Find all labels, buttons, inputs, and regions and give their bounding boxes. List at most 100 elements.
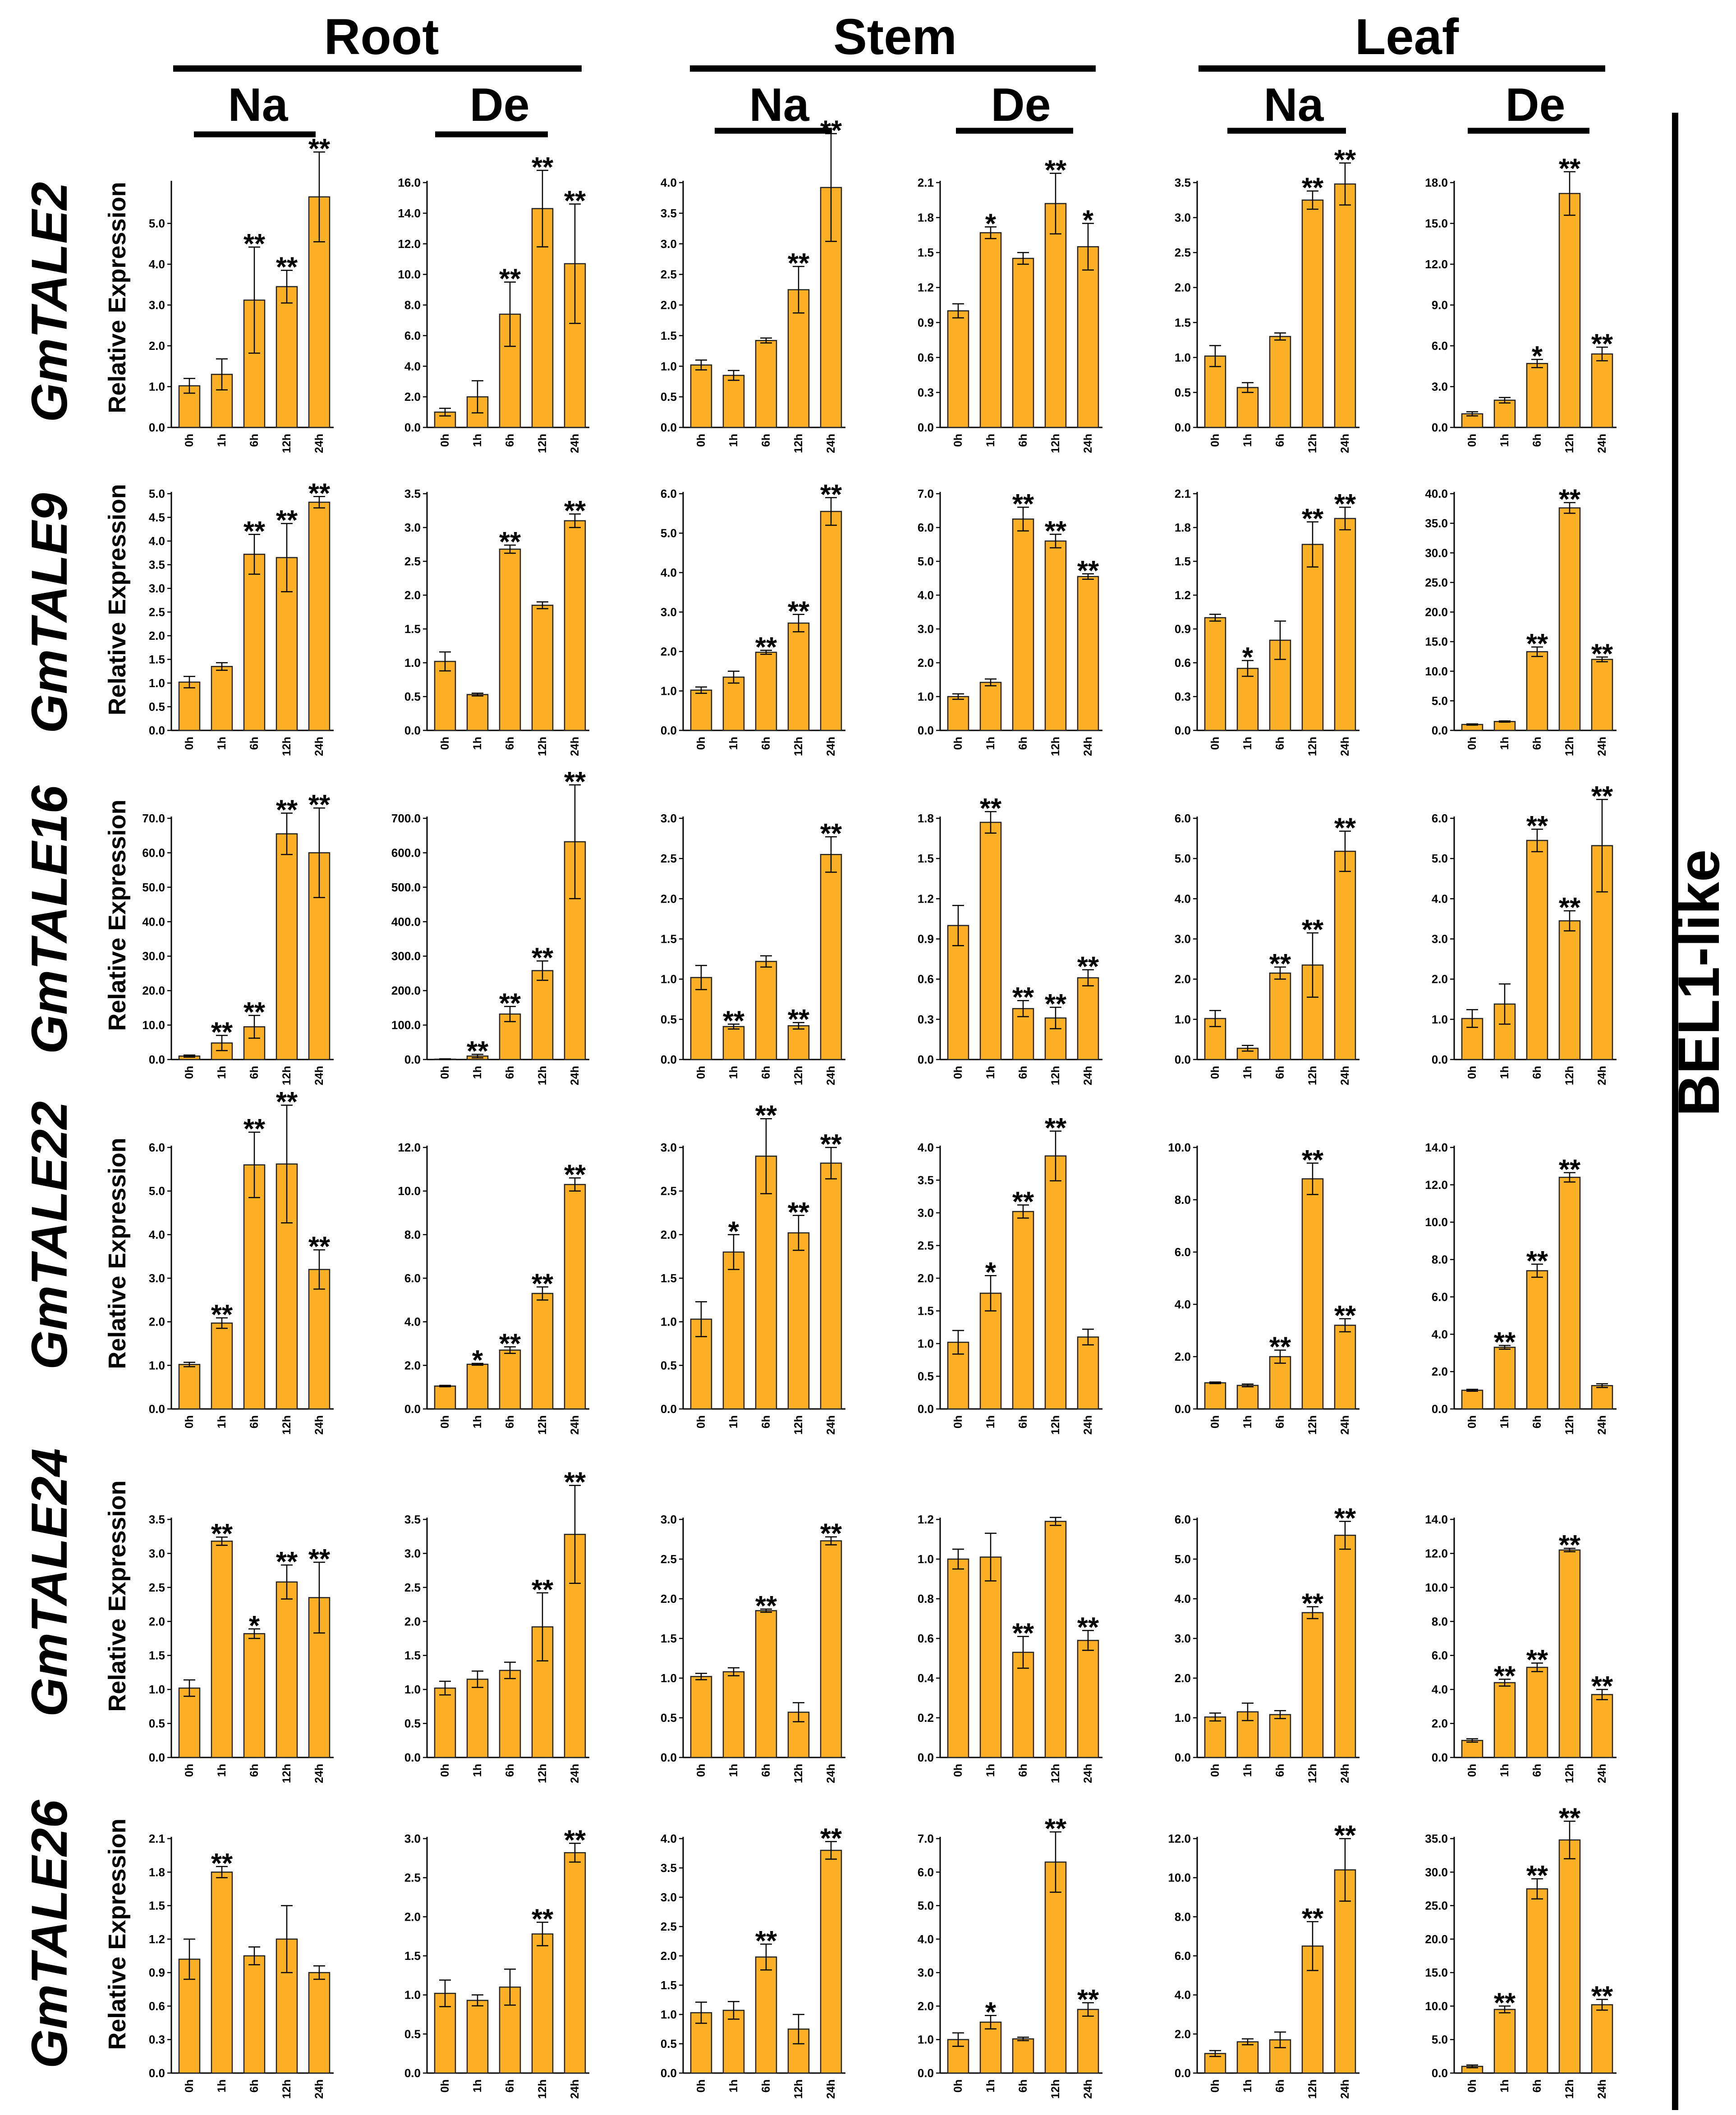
y-tick-label: 0.5 <box>918 1370 934 1383</box>
bar <box>1044 540 1067 731</box>
chart-panel-gmtale24-stem-na: 0.0 0.5 1.0 1.5 2.0 2.5 3.0 0h 1h 6h ** 12h 24h ** <box>661 1513 845 1783</box>
chart-panel-gmtale2-stem-na: 0.0 0.5 1.0 1.5 2.0 2.5 3.0 3.5 4.0 0h 1h 6h 12h ** 24… <box>661 115 845 453</box>
y-tick-label: 1.2 <box>149 1932 165 1946</box>
y-tick-label: 2.5 <box>661 852 677 865</box>
significance-mark: * <box>985 1257 997 1288</box>
significance-mark: ** <box>243 229 266 260</box>
bar <box>1236 387 1259 428</box>
y-tick-label: 4.0 <box>1432 1327 1448 1341</box>
x-tick-label: 1h <box>984 737 997 750</box>
y-tick-label: 3.0 <box>149 298 165 312</box>
significance-mark: ** <box>1334 489 1356 520</box>
significance-mark: ** <box>243 997 266 1028</box>
x-tick-label: 0h <box>1209 434 1222 447</box>
x-tick-label: 6h <box>1274 1066 1286 1079</box>
y-tick-label: 4.0 <box>1175 892 1191 905</box>
y-tick-label: 3.0 <box>661 1890 677 1904</box>
y-tick-label: 1.0 <box>918 1552 934 1566</box>
significance-mark: ** <box>1012 982 1034 1013</box>
y-tick-label: 0.9 <box>918 932 934 946</box>
x-tick-label: 0h <box>1466 737 1479 750</box>
x-tick-label: 6h <box>1531 737 1543 750</box>
x-tick-label: 1h <box>984 1066 997 1079</box>
chart-panel-gmtale22-leaf-de: 0.0 2.0 4.0 6.0 8.0 10.0 12.0 14.0 0h 1h ** 6h ** 12h… <box>1425 1141 1617 1435</box>
bar <box>1558 507 1581 731</box>
significance-mark: * <box>472 1345 483 1376</box>
treatment-header-stem-na: Na <box>749 79 810 131</box>
significance-mark: * <box>1083 205 1094 236</box>
bar <box>434 411 456 428</box>
x-tick-label: 1h <box>727 1764 740 1777</box>
y-axis-title: Relative Expression <box>104 484 131 715</box>
y-tick-label: 2.0 <box>918 656 934 670</box>
x-tick-label: 0h <box>1466 434 1479 447</box>
gene-label-gmtale24: GmTALE24 <box>21 1448 78 1716</box>
y-tick-label: 2.0 <box>1175 973 1191 986</box>
y-tick-label: 2.0 <box>661 892 677 905</box>
bar <box>1558 1177 1581 1410</box>
y-tick-label: 0.5 <box>661 1013 677 1026</box>
treatment-header-leaf-de: De <box>1506 79 1566 131</box>
significance-mark: ** <box>1302 504 1324 535</box>
treatment-header-stem-de: De <box>991 79 1051 131</box>
x-tick-label: 6h <box>1274 1415 1286 1428</box>
y-tick-label: 2.5 <box>404 1871 421 1885</box>
significance-mark: ** <box>1526 1246 1548 1277</box>
y-tick-label: 3.0 <box>404 1832 421 1845</box>
bar <box>947 1558 969 1758</box>
y-tick-label: 1.0 <box>1175 1711 1191 1725</box>
gene-label-gmtale2: GmTALE2 <box>21 182 78 422</box>
y-tick-label: 0.0 <box>404 421 421 434</box>
bar <box>820 1849 842 2074</box>
significance-mark: ** <box>1012 1618 1034 1649</box>
x-tick-label: 0h <box>1466 1415 1479 1428</box>
significance-mark: ** <box>1012 1187 1034 1218</box>
x-tick-label: 24h <box>1596 1066 1608 1085</box>
tissue-header-leaf: Leaf <box>1355 9 1459 65</box>
x-tick-label: 0h <box>952 737 964 750</box>
y-tick-label: 0.0 <box>404 1053 421 1066</box>
x-tick-label: 12h <box>792 1066 805 1085</box>
y-tick-label: 14.0 <box>398 206 421 220</box>
bar <box>979 2021 1002 2074</box>
x-tick-label: 0h <box>1209 1415 1222 1428</box>
significance-mark: ** <box>532 1904 554 1935</box>
significance-mark: ** <box>755 632 777 663</box>
y-tick-label: 1.5 <box>149 1649 165 1662</box>
x-tick-label: 12h <box>536 1415 549 1435</box>
bar <box>787 1232 810 1410</box>
y-tick-label: 0.0 <box>1175 1751 1191 1764</box>
x-tick-label: 1h <box>984 2079 997 2092</box>
bar <box>531 1933 554 2074</box>
bar <box>1591 1694 1613 1758</box>
chart-panel-gmtale22-stem-na: 0.0 0.5 1.0 1.5 2.0 2.5 3.0 0h 1h * 6h ** 12h ** 24h ** <box>661 1100 845 1435</box>
bar <box>1493 1682 1516 1758</box>
y-tick-label: 1.5 <box>149 1899 165 1913</box>
chart-panel-gmtale9-root-na: 0.0 0.5 1.0 1.5 2.0 2.5 3.0 3.5 4.0 4.5 5.0 0h 1h 6h *… <box>149 478 334 756</box>
y-tick-label: 3.0 <box>661 237 677 251</box>
significance-mark: ** <box>755 1591 777 1622</box>
x-tick-label: 0h <box>439 434 451 447</box>
chart-panel-gmtale22-stem-de: 0.0 0.5 1.0 1.5 2.0 2.5 3.0 3.5 4.0 0h 1h * 6h ** 12h *… <box>918 1113 1102 1435</box>
bar <box>1236 2041 1259 2074</box>
bar <box>979 1556 1002 1758</box>
chart-panel-gmtale16-root-de: 0.0 100.0 200.0 300.0 400.0 500.0 600.0 700.0 0h… <box>391 766 589 1085</box>
bar <box>211 1872 233 2074</box>
y-tick-label: 0.5 <box>1175 385 1191 399</box>
y-tick-label: 4.0 <box>1175 1592 1191 1606</box>
bar <box>1526 1270 1548 1410</box>
chart-panel-gmtale26-root-de: 0.0 0.5 1.0 1.5 2.0 2.5 3.0 0h 1h 6h 12h ** 24h ** <box>404 1825 589 2099</box>
bar <box>1334 183 1356 428</box>
y-tick-label: 4.0 <box>661 1832 677 1845</box>
bar <box>1493 2009 1516 2074</box>
y-tick-label: 3.5 <box>918 1174 934 1187</box>
y-tick-label: 2.0 <box>149 339 165 353</box>
significance-mark: ** <box>1077 1984 1099 2015</box>
chart-panel-gmtale22-root-na: 0.0 1.0 2.0 3.0 4.0 5.0 6.0 0h 1h ** 6h ** 12h ** 24h *… <box>149 1087 334 1435</box>
x-tick-label: 6h <box>1274 434 1286 447</box>
bar <box>1044 1861 1067 2074</box>
y-tick-label: 4.0 <box>918 1141 934 1154</box>
x-tick-label: 6h <box>248 2079 261 2092</box>
y-tick-label: 6.0 <box>661 487 677 500</box>
bar <box>466 2000 489 2074</box>
